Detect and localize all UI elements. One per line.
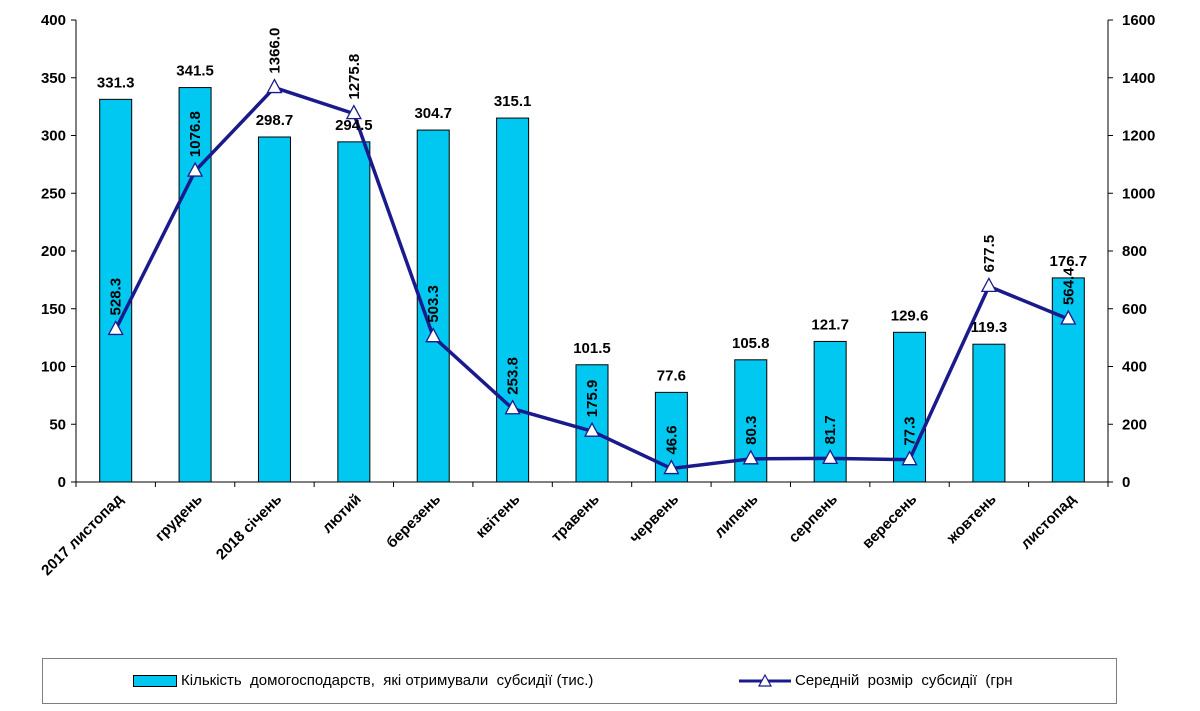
line-data-label: 77.3 [902,416,919,445]
line-data-label: 1275.8 [346,54,363,100]
bar [496,117,530,483]
x-tick-label: квітень [473,491,524,542]
line-point [107,320,124,336]
line-point [663,459,680,475]
line-point [425,327,442,343]
bar-data-label: 294.5 [335,117,373,134]
legend-bar-label: Кількість домогосподарств, які отримувал… [181,672,594,689]
y2-tick-label: 800 [1122,243,1147,260]
y-tick-label: 0 [58,474,66,491]
legend-item-households: Кількість домогосподарств, які отримувал… [133,672,593,689]
line-point [583,421,601,437]
bar [99,98,133,483]
legend: Кількість домогосподарств, які отримувал… [42,658,1117,704]
x-tick-label: грудень [152,491,206,545]
bar-data-label: 105.8 [732,335,770,352]
line-data-label: 80.3 [743,416,760,445]
legend-line-swatch [739,673,791,687]
bar-data-label: 129.6 [891,307,929,324]
line-point [742,449,759,465]
bar-data-label: 176.7 [1050,253,1088,270]
bar-data-label: 119.3 [971,319,1008,336]
legend-bar-swatch [133,674,177,687]
chart: 0 50 100 150 200 250 300 350 400 0 200 400 600 800 100… [38,12,1155,579]
x-tick-label: червень [626,491,682,547]
line-data-label: 253.8 [505,357,522,395]
bar-data-label: 298.7 [256,112,294,129]
line-point [980,277,998,293]
line-point [504,399,521,415]
line-data-label: 503.3 [425,285,442,323]
x-tick-label: 2018 січень [213,491,285,563]
bar [337,141,371,483]
line-point [345,104,362,120]
line-point [901,450,918,466]
y2-tick-label: 1600 [1122,12,1155,29]
line-point [1060,309,1077,325]
line-point [266,78,283,94]
x-tick-label: вересень [859,491,920,552]
x-tick-label: березень [383,491,444,552]
x-tick-label: липень [711,491,762,542]
y2-tick-label: 200 [1122,416,1147,433]
line-data-label: 564.4 [1060,267,1077,305]
x-tick-label: лютий [319,491,365,537]
x-tick-label: серпень [785,491,841,547]
bar [257,136,291,483]
y-tick-label: 200 [41,243,66,260]
y2-tick-label: 1200 [1122,128,1155,145]
legend-line-label: Середній розмір субсидії (грн [795,672,1013,689]
bar-data-label: 341.5 [176,63,214,80]
line-data-label: 1366.0 [266,28,283,74]
y2-tick-label: 0 [1122,474,1130,491]
line-point [186,161,204,177]
legend-item-average-subsidy: Середній розмір субсидії (грн [739,672,1012,689]
bar-data-label: 304.7 [414,105,452,122]
y2-tick-label: 400 [1122,359,1147,376]
y-tick-label: 300 [41,128,66,145]
bar-data-label: 315.1 [494,93,532,110]
bar-data-label: 121.7 [811,316,849,333]
y-tick-label: 150 [41,301,66,318]
y-tick-label: 250 [41,185,66,202]
bar-data-label: 101.5 [573,340,611,357]
y2-tick-label: 1000 [1122,185,1155,202]
y2-tick-label: 1400 [1122,70,1155,87]
y-tick-label: 100 [41,359,66,376]
y-tick-label: 350 [41,70,66,87]
bar [178,87,212,483]
x-tick-label: жовтень [943,491,1000,548]
x-tick-label: 2017 листопад [38,490,127,579]
bar [416,129,450,483]
line-data-label: 528.3 [108,278,125,316]
line-data-label: 677.5 [981,235,998,273]
line-data-label: 175.9 [584,380,601,418]
bar-data-label: 331.3 [97,74,135,91]
x-tick-label: листопад [1017,490,1079,552]
bar [1051,277,1085,483]
y-tick-label: 50 [49,416,66,433]
line-data-label: 81.7 [822,415,839,444]
line-point [822,449,839,465]
bar-data-label: 77.6 [657,367,686,384]
line-data-label: 1076.8 [187,111,204,157]
bar [972,343,1006,483]
x-tick-label: травень [548,491,603,546]
y2-tick-label: 600 [1122,301,1147,318]
line-data-label: 46.6 [663,425,680,454]
y-tick-label: 400 [41,12,66,29]
